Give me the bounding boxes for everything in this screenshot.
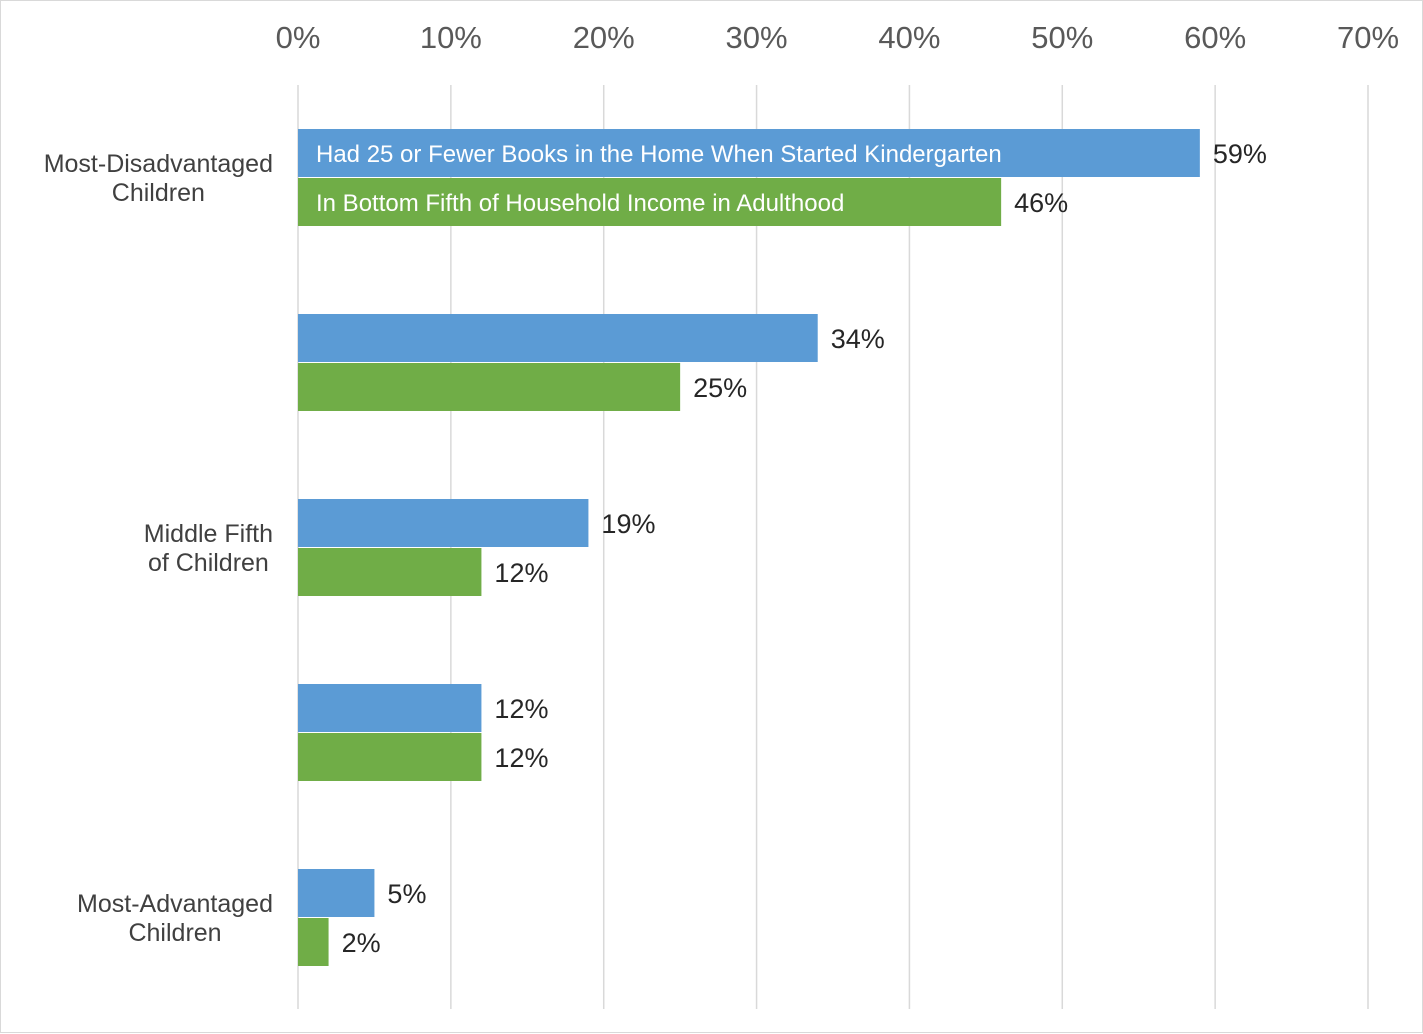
income-bar bbox=[298, 363, 681, 411]
category-label-line: of Children bbox=[148, 549, 269, 577]
category-label-line: Most-Advantaged bbox=[77, 890, 273, 918]
x-tick-label: 70% bbox=[1337, 20, 1399, 55]
category-label-line: Children bbox=[128, 919, 221, 947]
x-tick-label: 50% bbox=[1031, 20, 1093, 55]
category-label: Most-Advantaged Children bbox=[77, 890, 273, 947]
data-label: 12% bbox=[494, 694, 548, 724]
category-label-line: Middle Fifth bbox=[144, 520, 273, 548]
income-bar bbox=[298, 733, 482, 781]
data-label: 46% bbox=[1014, 188, 1068, 218]
data-label: 12% bbox=[494, 743, 548, 773]
books-bar bbox=[298, 314, 818, 362]
x-tick-label: 30% bbox=[726, 20, 788, 55]
income-bar bbox=[298, 178, 1002, 226]
legend-income-label: In Bottom Fifth of Household Income in A… bbox=[316, 190, 844, 217]
x-tick-label: 0% bbox=[276, 20, 321, 55]
data-labels: 59% 34% 19% 12% 5% 46% 25% 12% 12% 2% bbox=[342, 139, 1267, 958]
data-label: 19% bbox=[601, 509, 655, 539]
income-bar bbox=[298, 918, 329, 966]
in-bar-legend: Had 25 or Fewer Books in the Home When S… bbox=[316, 141, 1002, 217]
data-label: 5% bbox=[387, 879, 426, 909]
books-bar bbox=[298, 129, 1200, 177]
x-tick-label: 60% bbox=[1184, 20, 1246, 55]
books-bar bbox=[298, 869, 375, 917]
category-label: Middle Fifth of Children bbox=[144, 520, 273, 577]
x-tick-label: 10% bbox=[420, 20, 482, 55]
category-label: Most-Disadvantaged Children bbox=[44, 150, 273, 207]
gridlines bbox=[297, 85, 1369, 1009]
bars bbox=[298, 129, 1200, 966]
data-label: 12% bbox=[494, 558, 548, 588]
data-label: 34% bbox=[831, 324, 885, 354]
income-bar bbox=[298, 548, 482, 596]
x-tick-label: 20% bbox=[573, 20, 635, 55]
data-label: 59% bbox=[1213, 139, 1267, 169]
books-bar bbox=[298, 499, 589, 547]
data-label: 2% bbox=[342, 928, 381, 958]
books-bar bbox=[298, 684, 482, 732]
category-label-line: Most-Disadvantaged bbox=[44, 150, 273, 178]
category-label-line: Children bbox=[112, 179, 205, 207]
data-label: 25% bbox=[693, 373, 747, 403]
legend-books-label: Had 25 or Fewer Books in the Home When S… bbox=[316, 141, 1002, 168]
x-tick-label: 40% bbox=[878, 20, 940, 55]
x-axis-tick-labels: 0% 10% 20% 30% 40% 50% 60% 70% bbox=[276, 20, 1399, 55]
